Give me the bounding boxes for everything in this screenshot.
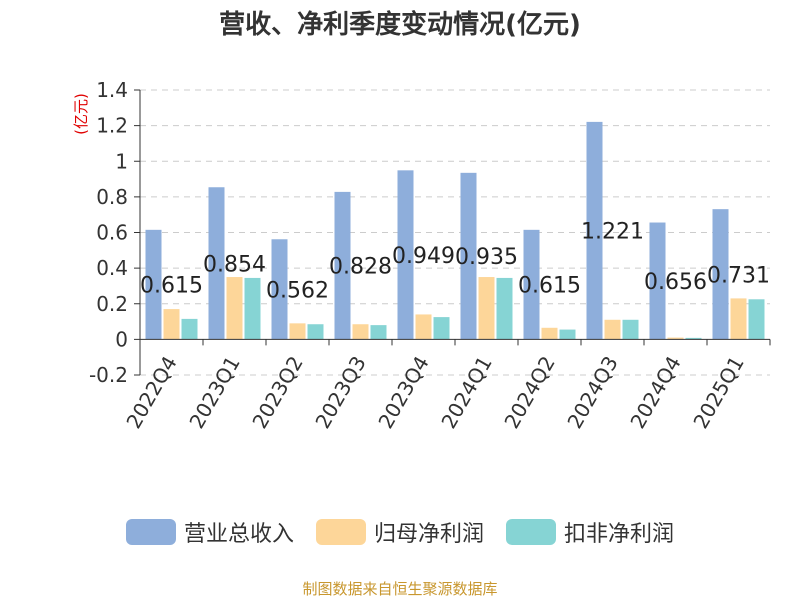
bar-2 bbox=[370, 325, 387, 340]
bar-2 bbox=[496, 277, 513, 340]
data-label: 0.615 bbox=[518, 274, 581, 299]
bar-1 bbox=[289, 323, 306, 340]
data-label: 0.828 bbox=[329, 255, 392, 280]
bar-1 bbox=[730, 298, 747, 340]
y-tick-label: 0 bbox=[115, 327, 128, 351]
bar-0 bbox=[334, 191, 351, 340]
legend-swatch bbox=[506, 519, 556, 545]
bar-0 bbox=[586, 121, 603, 340]
bar-2 bbox=[181, 318, 198, 340]
bar-2 bbox=[244, 277, 261, 340]
legend: 营业总收入 归母净利润 扣非净利润 bbox=[0, 516, 800, 548]
data-label: 0.615 bbox=[140, 274, 203, 299]
bar-2 bbox=[433, 317, 450, 340]
x-tick-label: 2023Q4 bbox=[373, 352, 433, 433]
bar-2 bbox=[307, 324, 324, 340]
y-tick-label: -0.2 bbox=[89, 363, 128, 387]
y-tick-label: 0.6 bbox=[96, 221, 128, 245]
data-label: 0.731 bbox=[707, 263, 770, 288]
bar-0 bbox=[397, 170, 414, 340]
bar-2 bbox=[622, 319, 639, 340]
bar-0 bbox=[145, 229, 162, 340]
bar-2 bbox=[559, 329, 576, 340]
y-tick-label: 0.8 bbox=[96, 185, 128, 209]
y-tick-label: 0.2 bbox=[96, 292, 128, 316]
bar-0 bbox=[208, 187, 225, 340]
bar-1 bbox=[604, 319, 621, 340]
y-axis-unit: (亿元) bbox=[72, 93, 90, 135]
bar-0 bbox=[523, 229, 540, 340]
bar-1 bbox=[667, 337, 684, 340]
bar-1 bbox=[352, 324, 369, 340]
bar-1 bbox=[163, 309, 180, 340]
bar-1 bbox=[478, 277, 495, 340]
y-tick-label: 1.4 bbox=[96, 78, 128, 102]
legend-label: 归母净利润 bbox=[373, 522, 484, 547]
bar-0 bbox=[460, 172, 477, 340]
legend-label: 营业总收入 bbox=[183, 522, 294, 547]
bar-0 bbox=[271, 239, 288, 340]
source-note: 制图数据来自恒生聚源数据库 bbox=[302, 580, 498, 598]
data-label: 0.949 bbox=[392, 244, 455, 269]
bar-1 bbox=[415, 314, 432, 340]
bar-1 bbox=[226, 277, 243, 340]
data-label: 0.656 bbox=[644, 270, 707, 295]
legend-label: 扣非净利润 bbox=[564, 522, 675, 547]
x-tick-label: 2022Q4 bbox=[121, 352, 181, 433]
y-tick-label: 1.2 bbox=[96, 114, 128, 138]
data-label: 0.562 bbox=[266, 278, 329, 303]
bar-2 bbox=[685, 337, 702, 340]
bar-0 bbox=[712, 209, 729, 340]
bar-1 bbox=[541, 327, 558, 340]
x-tick-label: 2024Q2 bbox=[499, 352, 559, 433]
bar-0 bbox=[649, 222, 666, 340]
x-tick-label: 2025Q1 bbox=[688, 352, 748, 433]
chart-title: 营收、净利季度变动情况(亿元) bbox=[219, 10, 581, 40]
y-tick-label: 1 bbox=[115, 149, 128, 173]
x-tick-label: 2023Q1 bbox=[184, 352, 244, 433]
bars bbox=[145, 121, 765, 340]
x-tick-label: 2024Q1 bbox=[436, 352, 496, 433]
legend-item[interactable]: 扣非净利润 bbox=[506, 516, 674, 548]
legend-item[interactable]: 归母净利润 bbox=[315, 516, 484, 548]
legend-swatch bbox=[125, 519, 176, 545]
x-tick-label: 2024Q4 bbox=[625, 352, 685, 433]
x-tick-label: 2024Q3 bbox=[562, 352, 622, 433]
y-tick-label: 0.4 bbox=[96, 256, 128, 280]
legend-item[interactable]: 营业总收入 bbox=[125, 516, 294, 548]
x-tick-label: 2023Q3 bbox=[310, 352, 370, 433]
bar-2 bbox=[748, 299, 765, 340]
data-label: 0.935 bbox=[455, 245, 518, 270]
data-label: 1.221 bbox=[581, 220, 644, 245]
x-tick-label: 2023Q2 bbox=[247, 352, 307, 433]
data-label: 0.854 bbox=[203, 252, 266, 277]
legend-swatch bbox=[315, 519, 366, 545]
